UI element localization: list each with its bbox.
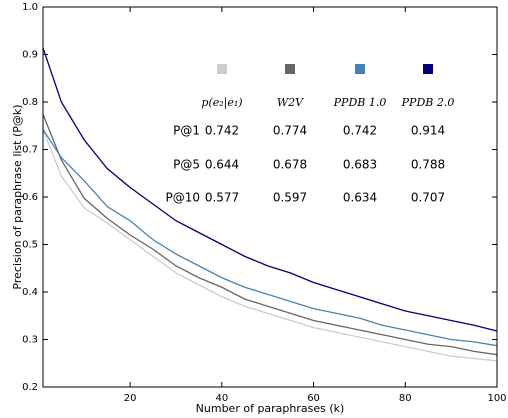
y-tick-label: 1.0 [22,2,38,13]
cell-value: 0.742 [343,124,377,138]
cell-value: 0.788 [411,158,445,172]
legend-swatch [285,64,295,74]
y-tick-label: 0.5 [22,240,38,251]
legend-swatch [423,64,433,74]
legend-label: W2V [277,96,304,109]
x-axis-label: Number of paraphrases (k) [196,402,345,415]
x-tick-label: 100 [487,393,506,404]
cell-value: 0.683 [343,158,377,172]
plot-frame [42,6,498,388]
row-label: P@1 [173,124,200,138]
legend-label: PPDB 2.0 [401,96,455,109]
row-label: P@5 [173,158,200,172]
legend-label: PPDB 1.0 [333,96,387,109]
cell-value: 0.634 [343,191,377,205]
row-label: P@10 [165,191,200,205]
y-tick-label: 0.6 [22,192,38,203]
cell-value: 0.774 [273,124,307,138]
y-tick-label: 0.8 [22,97,38,108]
cell-value: 0.644 [205,158,239,172]
x-tick-label: 40 [215,393,228,404]
y-tick-label: 0.3 [22,335,38,346]
y-tick-label: 0.2 [22,382,38,393]
y-tick-label: 0.4 [22,287,38,298]
cell-value: 0.597 [273,191,307,205]
line [42,129,498,347]
x-tick-label: 20 [124,393,137,404]
line [42,47,498,332]
line [42,129,498,362]
legend-swatch [355,64,365,74]
cell-value: 0.678 [273,158,307,172]
cell-value: 0.742 [205,124,239,138]
line [42,114,498,356]
x-tick-label: 60 [307,393,320,404]
y-axis-label: Precision of paraphrase list (P@k) [11,104,24,289]
cell-value: 0.577 [205,191,239,205]
legend-label: p(e₂|e₁) [201,96,242,110]
y-tick-label: 0.7 [22,145,38,156]
legend-swatch [217,64,227,74]
cell-value: 0.707 [411,191,445,205]
x-tick-label: 80 [399,393,412,404]
y-tick-label: 0.9 [22,50,38,61]
cell-value: 0.914 [411,124,445,138]
